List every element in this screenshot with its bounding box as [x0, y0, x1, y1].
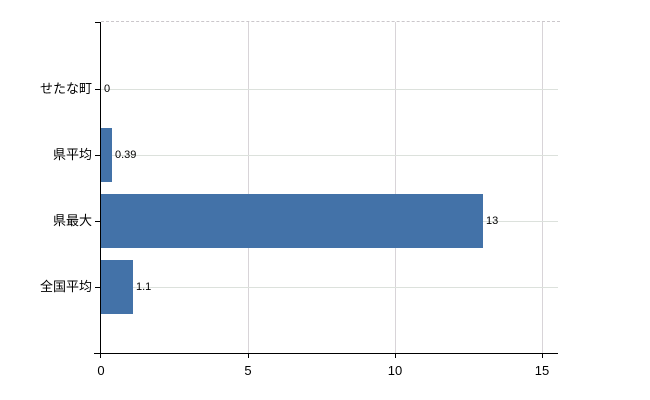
- bar-value-label: 0: [104, 83, 111, 95]
- horizontal-gridline: [101, 287, 558, 288]
- x-tick-label: 0: [97, 363, 105, 378]
- vertical-gridline: [395, 22, 396, 353]
- plot-top-border: [101, 21, 560, 22]
- x-tick-mark: [542, 354, 543, 358]
- y-tick-mark: [95, 89, 101, 90]
- y-tick-mark: [95, 221, 101, 222]
- y-axis-line: [100, 22, 101, 358]
- horizontal-gridline: [101, 89, 558, 90]
- x-tick-mark: [248, 354, 249, 358]
- category-label: 県平均: [52, 147, 92, 162]
- y-tick-mark: [95, 155, 101, 156]
- x-tick-label: 15: [534, 363, 550, 378]
- bar: [101, 260, 133, 314]
- bar-value-label: 0.39: [115, 149, 137, 161]
- category-label: 県最大: [52, 213, 92, 228]
- bar: [101, 128, 112, 182]
- category-label: せたな町: [39, 81, 92, 96]
- category-label: 全国平均: [39, 279, 92, 294]
- vertical-gridline: [542, 22, 543, 353]
- y-tick-mark: [95, 22, 101, 23]
- x-tick-label: 10: [387, 363, 403, 378]
- horizontal-gridline: [101, 155, 558, 156]
- x-tick-label: 5: [244, 363, 252, 378]
- vertical-gridline: [248, 22, 249, 353]
- bar-value-label: 13: [486, 215, 499, 227]
- y-tick-mark: [95, 287, 101, 288]
- x-tick-mark: [395, 354, 396, 358]
- bar-value-label: 1.1: [136, 281, 152, 293]
- bar: [101, 194, 483, 248]
- x-axis-line: [94, 353, 558, 354]
